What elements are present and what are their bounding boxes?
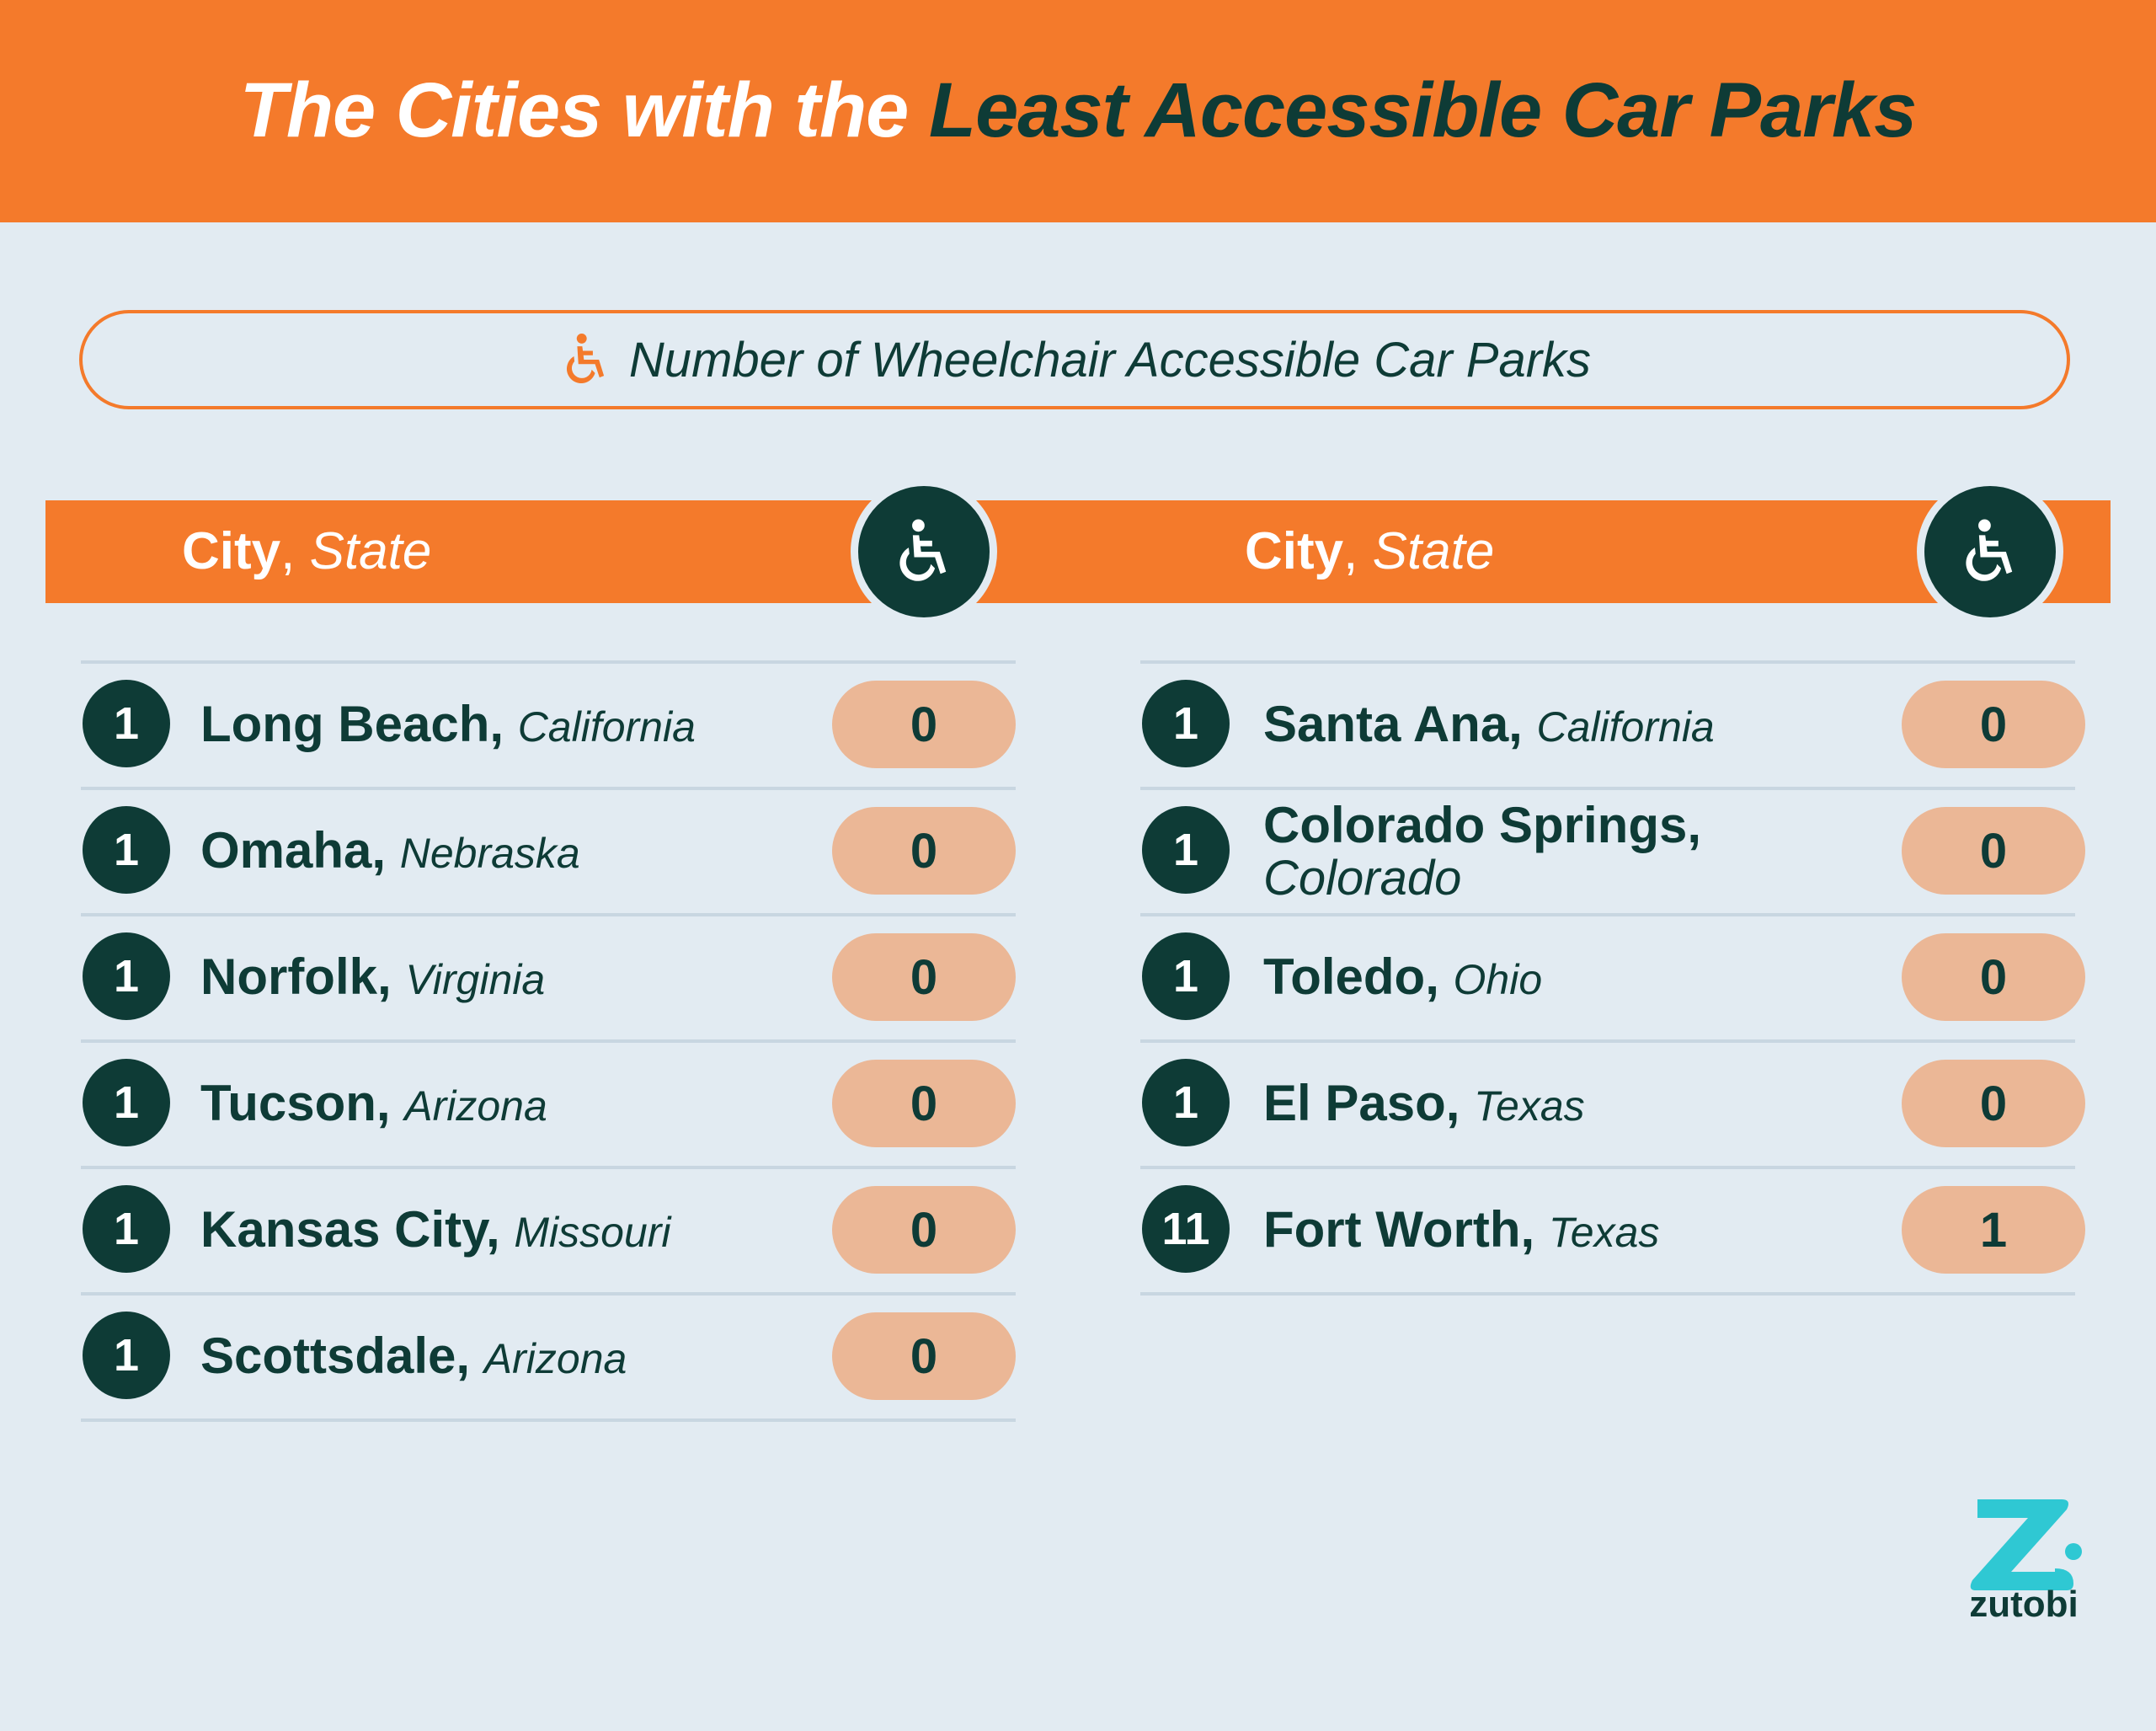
city-name: Norfolk, Virginia [200,948,546,1005]
brand-name: zutobi [1969,1584,2079,1625]
city-name: Tucson, Arizona [200,1074,547,1131]
value-pill: 0 [1902,1060,2085,1147]
rank-badge: 11 [1142,1185,1230,1273]
rank-badge: 1 [1142,1059,1230,1146]
legend-label: Number of Wheelchair Accessible Car Park… [628,332,1592,387]
list-divider [1140,1292,2075,1296]
rank-badge: 1 [83,1312,170,1399]
wheelchair-icon [889,517,958,586]
value-pill: 0 [832,681,1016,768]
wheelchair-icon [1956,517,2025,586]
header-state: State [1372,522,1495,580]
value-pill: 0 [832,1060,1016,1147]
title-part-1: The Cities with the [239,67,929,153]
city-name: Omaha, Nebraska [200,821,580,879]
city-name: Santa Ana, California [1263,695,1715,752]
value-pill: 0 [1902,933,2085,1021]
value-pill: 0 [832,1312,1016,1400]
value-pill: 0 [832,807,1016,895]
title-banner: The Cities with the Least Accessible Car… [0,0,2156,222]
rank-badge: 1 [83,1059,170,1146]
rank-badge: 1 [83,932,170,1020]
rank-badge: 1 [83,680,170,767]
wheelchair-icon [558,332,614,387]
city-name: Scottsdale, Arizona [200,1327,627,1384]
title-part-2: Least Accessible Car Parks [928,67,1917,153]
rank-badge: 1 [83,1185,170,1273]
list-item: 1 Colorado Springs, Colorado 0 [1140,787,2085,913]
value-pill: 0 [832,1186,1016,1274]
header-city: City [1245,522,1344,580]
city-name: Kansas City, Missouri [200,1200,671,1258]
list-item: 1 Omaha, Nebraska 0 [81,787,1016,913]
rank-badge: 1 [1142,806,1230,894]
rank-badge: 1 [1142,680,1230,767]
header-city: City [182,522,281,580]
right-header-label: City, State [1245,522,1495,580]
list-item: 1 Tucson, Arizona 0 [81,1039,1016,1166]
left-header-badge [851,478,997,625]
rank-badge: 1 [1142,932,1230,1020]
list-item: 11 Fort Worth, Texas 1 [1140,1166,2085,1292]
zutobi-logo-icon [1970,1499,2082,1590]
value-pill: 1 [1902,1186,2085,1274]
legend-box: Number of Wheelchair Accessible Car Park… [79,310,2070,409]
list-item: 1 Norfolk, Virginia 0 [81,913,1016,1039]
right-header-badge [1917,478,2063,625]
city-name: Colorado Springs, Colorado [1263,796,1702,906]
value-pill: 0 [832,933,1016,1021]
list-item: 1 Scottsdale, Arizona 0 [81,1292,1016,1422]
left-header-bar [45,500,997,603]
city-name: Long Beach, California [200,695,696,752]
left-header-label: City, State [182,522,432,580]
list-item: 1 Toledo, Ohio 0 [1140,913,2085,1039]
rank-badge: 1 [83,806,170,894]
page-title: The Cities with the Least Accessible Car… [239,67,1918,155]
header-state: State [309,522,432,580]
city-name: Toledo, Ohio [1263,948,1543,1005]
value-pill: 0 [1902,681,2085,768]
city-name: Fort Worth, Texas [1263,1200,1660,1258]
list-item: 1 Santa Ana, California 0 [1140,660,2085,787]
city-name: El Paso, Texas [1263,1074,1585,1131]
list-item: 1 El Paso, Texas 0 [1140,1039,2085,1166]
value-pill: 0 [1902,807,2085,895]
list-item: 1 Kansas City, Missouri 0 [81,1166,1016,1292]
list-item: 1 Long Beach, California 0 [81,660,1016,787]
